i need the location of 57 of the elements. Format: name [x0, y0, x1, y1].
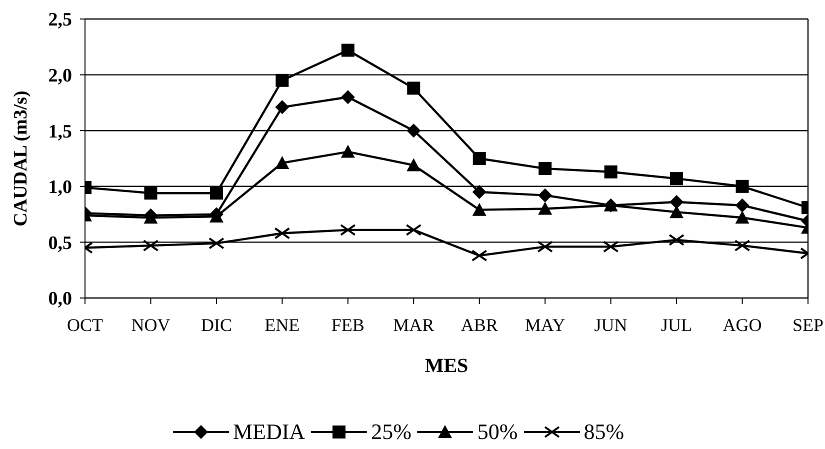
x-tick-label: OCT — [67, 314, 104, 335]
x-tick-label: ENE — [264, 314, 300, 335]
point — [472, 152, 486, 165]
point — [670, 172, 684, 186]
x-axis-title: MES — [424, 355, 468, 377]
point — [472, 202, 486, 216]
point — [274, 227, 290, 240]
x-tick-label: JUN — [594, 314, 628, 335]
point — [736, 180, 749, 193]
x-tick-label: FEB — [331, 314, 364, 335]
y-tick-label: 2,5 — [48, 10, 72, 31]
y-axis-title: CAUDAL (m3/s) — [10, 90, 32, 226]
y-tick-label: 2,0 — [48, 66, 72, 87]
y-tick-label: 1,5 — [48, 121, 72, 142]
point — [537, 240, 554, 253]
point — [735, 210, 750, 224]
point — [670, 195, 684, 210]
x-tick-label: DIC — [200, 314, 232, 335]
point — [210, 186, 223, 200]
point — [275, 100, 290, 114]
point — [142, 240, 159, 252]
x-tick-label: AGO — [722, 314, 762, 335]
x-tick-label: MAR — [393, 314, 434, 335]
legend-label: MEDIA — [232, 419, 306, 445]
point — [734, 240, 750, 252]
point — [275, 156, 290, 169]
point — [406, 158, 421, 172]
point — [406, 124, 421, 138]
x-tick-label: MAY — [524, 314, 566, 335]
x-tick-label: SEP — [792, 314, 824, 335]
y-tick-label: 1,0 — [48, 177, 72, 198]
point — [341, 44, 354, 57]
point — [208, 237, 224, 250]
point — [340, 224, 356, 236]
legend-label: 85% — [584, 419, 624, 445]
y-tick-label: 0,5 — [48, 232, 72, 254]
point — [340, 90, 355, 104]
point — [602, 240, 619, 253]
point — [406, 224, 422, 236]
point — [735, 198, 750, 212]
point — [407, 82, 420, 95]
point — [604, 165, 618, 178]
point — [471, 250, 488, 262]
y-tick-label: 0,0 — [48, 288, 72, 310]
point — [668, 234, 685, 246]
point — [538, 162, 552, 176]
x-tick-label: NOV — [131, 314, 170, 335]
point — [340, 144, 355, 158]
legend-label: 50% — [477, 419, 518, 445]
point — [472, 184, 486, 199]
x-tick-label: JUL — [661, 314, 692, 335]
legend-label: 25% — [371, 419, 412, 445]
point — [538, 202, 552, 215]
x-tick-label: ABR — [460, 314, 498, 335]
point — [276, 74, 289, 87]
point — [144, 186, 158, 200]
point — [538, 188, 552, 202]
